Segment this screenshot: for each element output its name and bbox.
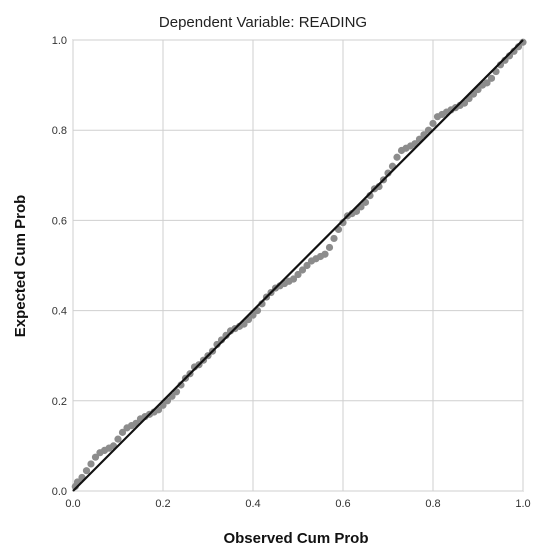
y-axis-title: Expected Cum Prob (12, 195, 29, 338)
x-tick-label: 0.6 (335, 498, 350, 510)
chart-title: Dependent Variable: READING (159, 14, 367, 31)
y-tick-label: 0.2 (52, 396, 67, 408)
data-point (91, 453, 100, 461)
x-axis-ticks: 0.0 0.2 0.4 0.6 0.8 1.0 (65, 498, 530, 510)
reference-line (72, 39, 524, 492)
x-tick-label: 1.0 (515, 498, 530, 510)
data-point (330, 234, 338, 243)
data-point (483, 79, 491, 87)
x-axis-title: Observed Cum Prob (223, 530, 368, 547)
x-tick-label: 0.4 (245, 498, 260, 510)
data-point (114, 435, 122, 443)
x-tick-label: 0.8 (425, 498, 440, 510)
x-tick-label: 0.2 (155, 498, 170, 510)
data-point (325, 243, 334, 252)
y-tick-label: 0.0 (52, 486, 67, 498)
y-tick-label: 0.8 (52, 125, 67, 137)
data-point (87, 460, 95, 468)
x-tick-label: 0.0 (65, 498, 80, 510)
data-point (303, 261, 311, 270)
data-point (82, 467, 91, 475)
y-tick-label: 0.6 (52, 215, 67, 227)
data-point (294, 270, 302, 279)
data-point (321, 250, 329, 258)
data-point (487, 74, 496, 82)
data-point (429, 119, 437, 128)
y-tick-label: 1.0 (52, 35, 67, 47)
data-point (393, 153, 401, 161)
y-axis-ticks: 0.0 0.2 0.4 0.6 0.8 1.0 (52, 35, 67, 498)
data-point (298, 266, 307, 274)
y-tick-label: 0.4 (52, 306, 67, 318)
data-point (289, 275, 298, 283)
data-point (118, 428, 127, 436)
grid-lines (72, 39, 524, 492)
